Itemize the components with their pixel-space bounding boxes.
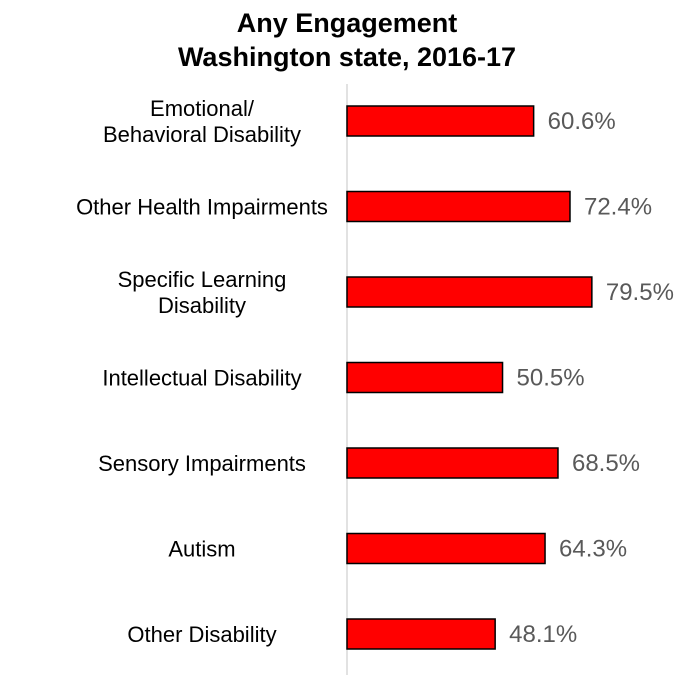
category-label-4-line-0: Sensory Impairments (98, 451, 306, 476)
value-label-6: 48.1% (509, 621, 577, 648)
category-label-6-line-0: Other Disability (127, 622, 276, 647)
value-label-1: 72.4% (584, 194, 652, 221)
bar-3 (346, 361, 504, 394)
bar-0 (346, 105, 535, 137)
value-label-0: 60.6% (548, 108, 616, 135)
bar-4 (346, 447, 559, 479)
category-label-2-line-0: Specific Learning (118, 267, 287, 292)
value-label-3: 50.5% (517, 365, 585, 392)
bar-5 (346, 532, 546, 565)
bar-6 (346, 618, 496, 650)
bar-2 (346, 276, 593, 308)
category-label-5-line-0: Autism (168, 537, 235, 562)
category-labels-group: Emotional/Behavioral Disability Other Hea… (76, 96, 328, 647)
chart-title-line-2: Washington state, 2016-17 (178, 42, 516, 72)
category-label-3-line-0: Intellectual Disability (102, 366, 301, 391)
category-label-0-line-0: Emotional/ (150, 96, 255, 121)
category-label-2-line-1: Disability (158, 293, 246, 318)
value-label-5: 64.3% (559, 536, 627, 563)
value-labels-group: 60.6% 72.4% 79.5% 50.5% 68.5% 64.3% 48.1% (509, 108, 674, 648)
chart-title-line-1: Any Engagement (237, 8, 458, 38)
bar-1 (346, 190, 571, 223)
value-label-2: 79.5% (606, 279, 674, 306)
value-label-4: 68.5% (572, 450, 640, 477)
category-label-0-line-1: Behavioral Disability (103, 122, 301, 147)
category-label-1-line-0: Other Health Impairments (76, 195, 328, 220)
bars-group (346, 105, 593, 650)
